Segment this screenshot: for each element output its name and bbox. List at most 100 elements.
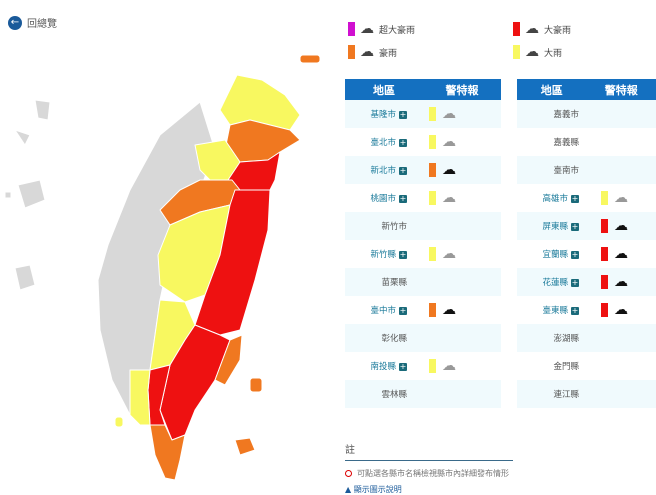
outline-rain-cloud-icon: ☁ bbox=[442, 247, 456, 261]
legend-help-link[interactable]: ▲ 顯示圖示說明 bbox=[345, 484, 402, 495]
note-title: 註 bbox=[345, 441, 355, 456]
expand-plus-icon[interactable]: + bbox=[571, 195, 579, 203]
taiwan-warning-map bbox=[0, 40, 330, 490]
county-name: 苗栗縣 bbox=[345, 276, 415, 288]
table-row: 苗栗縣 bbox=[345, 268, 501, 296]
county-name[interactable]: 臺中市+ bbox=[345, 304, 415, 316]
county-name: 臺南市 bbox=[517, 164, 587, 176]
dark-rain-cloud-icon: ☁ bbox=[614, 275, 628, 289]
county-label: 臺中市 bbox=[370, 306, 396, 316]
outline-rain-cloud-icon: ☁ bbox=[442, 191, 456, 205]
county-name[interactable]: 新竹縣+ bbox=[345, 248, 415, 260]
county-name[interactable]: 花蓮縣+ bbox=[517, 276, 587, 288]
expand-plus-icon[interactable]: + bbox=[399, 139, 407, 147]
region-sw-yellow bbox=[130, 370, 150, 425]
county-name: 連江縣 bbox=[517, 388, 587, 400]
table-row: 彰化縣 bbox=[345, 324, 501, 352]
county-name: 嘉義市 bbox=[517, 108, 587, 120]
county-name[interactable]: 臺東縣+ bbox=[517, 304, 587, 316]
warning-level-swatch bbox=[601, 219, 608, 233]
header-warning: 警特報 bbox=[423, 82, 501, 98]
color-swatch bbox=[513, 22, 520, 36]
region-north-yellow bbox=[220, 75, 300, 130]
dark-rain-cloud-icon: ☁ bbox=[614, 303, 628, 317]
expand-plus-icon[interactable]: + bbox=[399, 363, 407, 371]
county-name: 金門縣 bbox=[517, 360, 587, 372]
island-penghu-4 bbox=[15, 265, 35, 290]
outline-rain-cloud-icon: ☁ bbox=[442, 135, 456, 149]
dark-rain-cloud-icon: ☁ bbox=[442, 163, 456, 177]
county-name[interactable]: 桃園市+ bbox=[345, 192, 415, 204]
header-warning: 警特報 bbox=[587, 82, 656, 98]
warning-table-left: 地區警特報 基隆市+☁臺北市+☁新北市+☁桃園市+☁新竹市新竹縣+☁苗栗縣臺中市… bbox=[345, 79, 501, 408]
expand-plus-icon[interactable]: + bbox=[399, 307, 407, 315]
dark-rain-cloud-icon: ☁ bbox=[525, 22, 539, 36]
legend-torrential: ☁ 豪雨 bbox=[348, 45, 397, 59]
expand-plus-icon[interactable]: + bbox=[399, 111, 407, 119]
table-row: 連江縣 bbox=[517, 380, 656, 408]
county-name[interactable]: 新北市+ bbox=[345, 164, 415, 176]
warning-level-swatch bbox=[429, 191, 436, 205]
expand-plus-icon[interactable]: + bbox=[399, 167, 407, 175]
county-label: 新竹市 bbox=[381, 222, 407, 232]
county-name[interactable]: 基隆市+ bbox=[345, 108, 415, 120]
warning-level-swatch bbox=[601, 247, 608, 261]
county-label: 嘉義市 bbox=[553, 110, 579, 120]
legend-label: 大豪雨 bbox=[544, 23, 571, 36]
county-name: 嘉義縣 bbox=[517, 136, 587, 148]
county-label: 基隆市 bbox=[370, 110, 396, 120]
legend-label: 豪雨 bbox=[379, 46, 397, 59]
county-label: 新北市 bbox=[370, 166, 396, 176]
county-name: 新竹市 bbox=[345, 220, 415, 232]
expand-plus-icon[interactable]: + bbox=[399, 195, 407, 203]
expand-plus-icon[interactable]: + bbox=[571, 251, 579, 259]
county-name[interactable]: 宜蘭縣+ bbox=[517, 248, 587, 260]
county-name[interactable]: 南投縣+ bbox=[345, 360, 415, 372]
county-label: 南投縣 bbox=[370, 362, 396, 372]
dark-rain-cloud-icon: ☁ bbox=[614, 247, 628, 261]
county-label: 臺南市 bbox=[553, 166, 579, 176]
note-text: 可點選各縣市名稱檢視縣市內詳細發布情形 bbox=[357, 468, 509, 479]
island-penghu-1 bbox=[35, 100, 50, 120]
table-row: 新北市+ ☁ bbox=[345, 156, 501, 184]
county-name[interactable]: 屏東縣+ bbox=[517, 220, 587, 232]
warning-level-swatch bbox=[429, 107, 436, 121]
outline-rain-cloud-icon: ☁ bbox=[442, 359, 456, 373]
county-label: 桃園市 bbox=[370, 194, 396, 204]
county-label: 新竹縣 bbox=[370, 250, 396, 260]
county-name[interactable]: 高雄市+ bbox=[517, 192, 587, 204]
expand-plus-icon[interactable]: + bbox=[571, 307, 579, 315]
county-label: 苗栗縣 bbox=[381, 278, 407, 288]
island-penghu-2 bbox=[15, 130, 30, 145]
warning-level-swatch bbox=[601, 191, 608, 205]
table-row: 桃園市+ ☁ bbox=[345, 184, 501, 212]
island-small-yellow bbox=[115, 417, 123, 427]
arrow-left-icon: ← bbox=[8, 16, 22, 30]
outline-rain-cloud-icon: ☁ bbox=[442, 107, 456, 121]
table-row: 新竹縣+ ☁ bbox=[345, 240, 501, 268]
island-orange-small bbox=[300, 55, 320, 63]
expand-plus-icon[interactable]: + bbox=[399, 251, 407, 259]
expand-plus-icon[interactable]: + bbox=[571, 279, 579, 287]
county-label: 連江縣 bbox=[553, 390, 579, 400]
expand-plus-icon[interactable]: + bbox=[571, 223, 579, 231]
table-row: 嘉義市 bbox=[517, 100, 656, 128]
legend-label: 超大豪雨 bbox=[379, 23, 415, 36]
table-row: 臺東縣+ ☁ bbox=[517, 296, 656, 324]
island-penghu-3 bbox=[18, 180, 45, 208]
back-to-overview-button[interactable]: ← 回總覽 bbox=[8, 15, 57, 30]
color-swatch bbox=[513, 45, 520, 59]
outline-rain-cloud-icon: ☁ bbox=[614, 191, 628, 205]
legend-super-torrential: ☁ 超大豪雨 bbox=[348, 22, 415, 36]
divider bbox=[345, 460, 513, 461]
warning-level-swatch bbox=[429, 135, 436, 149]
county-name[interactable]: 臺北市+ bbox=[345, 136, 415, 148]
dark-rain-cloud-icon: ☁ bbox=[614, 219, 628, 233]
county-label: 金門縣 bbox=[553, 362, 579, 372]
warning-level-swatch bbox=[601, 275, 608, 289]
table-row: 高雄市+ ☁ bbox=[517, 184, 656, 212]
county-label: 嘉義縣 bbox=[553, 138, 579, 148]
county-label: 彰化縣 bbox=[381, 334, 407, 344]
table-header: 地區警特報 bbox=[345, 79, 501, 100]
county-label: 高雄市 bbox=[542, 194, 568, 204]
